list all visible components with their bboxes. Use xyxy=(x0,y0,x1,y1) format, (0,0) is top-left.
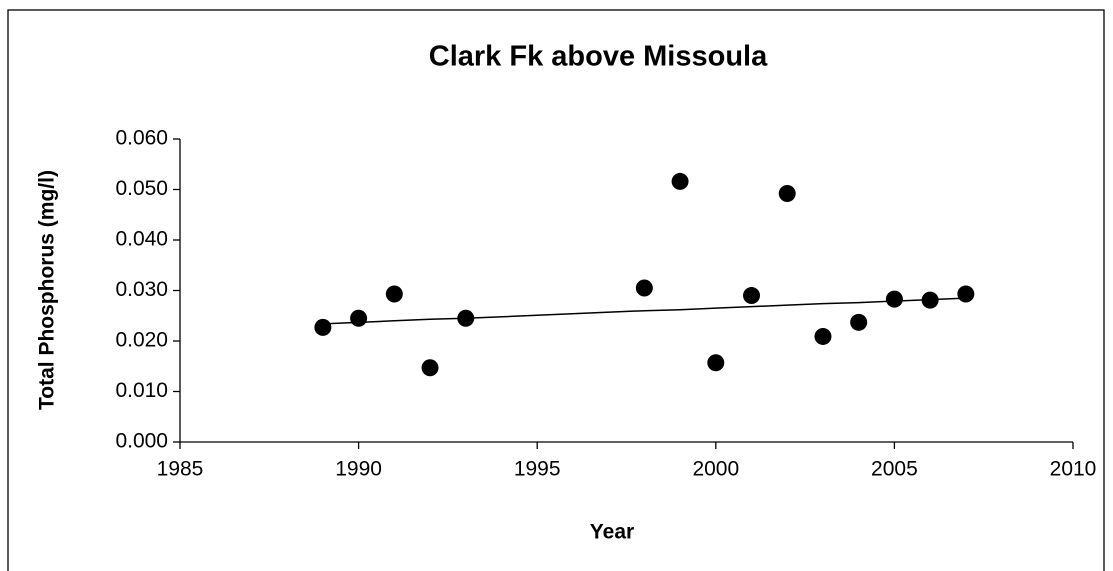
x-tick-label: 2000 xyxy=(692,458,739,481)
data-point xyxy=(957,285,975,303)
trend-line xyxy=(322,297,966,325)
x-tick-label: 1990 xyxy=(335,458,382,481)
x-axis-label: Year xyxy=(590,521,634,544)
y-tick-label: 0.020 xyxy=(115,329,168,352)
x-tick-label: 1985 xyxy=(157,458,204,481)
data-point xyxy=(385,285,403,303)
data-point xyxy=(850,313,868,331)
data-point xyxy=(421,359,439,377)
data-point xyxy=(707,354,725,372)
y-tick-label: 0.040 xyxy=(115,228,168,251)
data-point xyxy=(671,172,689,190)
y-tick-label: 0.050 xyxy=(115,177,168,200)
y-tick-label: 0.010 xyxy=(115,379,168,402)
chart-title: Clark Fk above Missoula xyxy=(429,41,768,73)
data-point xyxy=(814,327,832,345)
y-tick-label: 0.000 xyxy=(115,430,168,453)
data-point xyxy=(778,185,796,203)
data-point xyxy=(885,290,903,308)
x-tick-label: 2010 xyxy=(1050,458,1097,481)
data-point xyxy=(635,279,653,297)
y-axis-label: Total Phosphorus (mg/l) xyxy=(36,170,59,410)
y-tick-label: 0.060 xyxy=(115,127,168,150)
y-tick-label: 0.030 xyxy=(115,278,168,301)
data-point xyxy=(314,318,332,336)
x-tick-label: 1995 xyxy=(514,458,561,481)
chart-frame xyxy=(7,9,1105,571)
data-point xyxy=(743,287,761,305)
x-tick-label: 2005 xyxy=(871,458,918,481)
data-point xyxy=(350,309,368,327)
